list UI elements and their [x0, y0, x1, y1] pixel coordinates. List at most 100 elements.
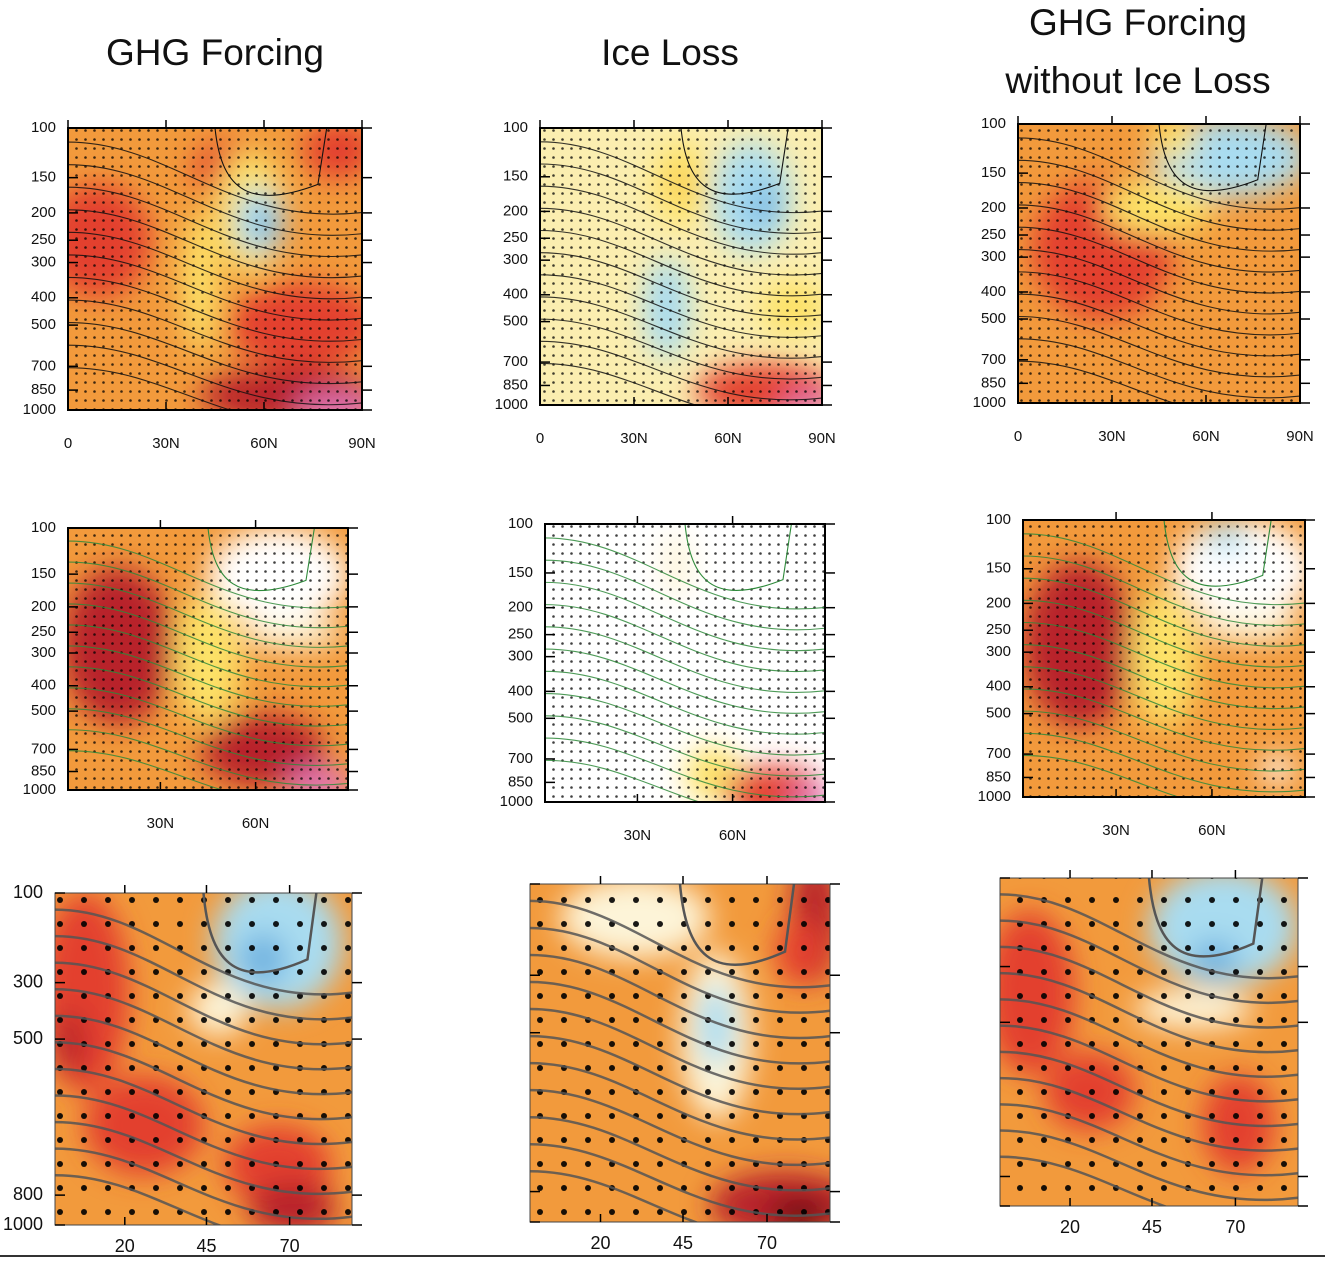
y-tick-label: 400	[31, 289, 56, 306]
panel	[545, 524, 825, 802]
y-tick-label: 150	[508, 564, 533, 581]
contour-line	[68, 186, 362, 257]
contour-line	[530, 1034, 830, 1116]
x-tick-label: 20	[590, 1233, 610, 1253]
contour-line	[680, 128, 789, 195]
y-tick-label: 150	[986, 560, 1011, 577]
column-title: without Ice Loss	[1004, 60, 1270, 101]
contour-line	[55, 934, 352, 1021]
panel	[530, 884, 830, 1222]
contour-line	[1000, 1129, 1298, 1202]
contour-line	[214, 128, 328, 196]
contour-line	[530, 1088, 830, 1167]
y-tick-label: 200	[503, 202, 528, 219]
x-tick-label: 30N	[1102, 822, 1130, 839]
x-tick-label: 0	[64, 435, 72, 452]
x-tick-label: 60N	[1198, 822, 1226, 839]
y-tick-label: 400	[508, 682, 533, 699]
contour-line	[1000, 919, 1298, 1004]
contour-line	[1000, 1050, 1298, 1128]
y-tick-label: 700	[508, 750, 533, 767]
y-tick-label: 150	[503, 168, 528, 185]
contour-line	[545, 581, 825, 652]
stippling	[530, 884, 830, 1222]
contour-line	[540, 252, 822, 318]
y-tick-label: 150	[981, 164, 1006, 181]
panel	[1000, 878, 1298, 1206]
contour-line	[68, 367, 232, 410]
contour-line	[1000, 971, 1298, 1054]
stippling	[55, 893, 352, 1225]
y-tick-label: 300	[31, 644, 56, 661]
y-tick-label: 400	[503, 286, 528, 303]
contour-line	[68, 540, 348, 609]
contour-line	[545, 537, 825, 610]
contour-line	[540, 274, 822, 338]
x-tick-label: 90N	[348, 435, 376, 452]
y-tick-label: 300	[981, 248, 1006, 265]
contour-line	[68, 299, 362, 363]
contour-line	[68, 322, 362, 385]
y-tick-label: 400	[986, 678, 1011, 695]
contour-line	[540, 362, 698, 405]
panel-frame	[544, 523, 826, 803]
y-tick-label: 100	[986, 511, 1011, 528]
contour-line	[530, 1170, 700, 1222]
contour-line	[68, 231, 362, 300]
y-tick-label: 1000	[495, 396, 528, 413]
x-tick-label: 60N	[714, 430, 742, 447]
y-tick-label: 100	[13, 882, 43, 902]
panel	[68, 528, 348, 790]
contour-line	[540, 229, 822, 297]
contour-line	[1018, 271, 1300, 336]
contour-line	[1023, 710, 1305, 772]
y-tick-label: 700	[31, 740, 56, 757]
contour-line	[68, 164, 362, 236]
contour-line	[530, 1115, 830, 1192]
contour-line	[684, 524, 792, 591]
y-tick-label: 850	[31, 381, 56, 398]
contour-line	[68, 344, 362, 406]
contour-line	[540, 207, 822, 276]
y-tick-label: 250	[981, 226, 1006, 243]
contour-line	[530, 980, 830, 1065]
y-tick-label: 500	[503, 313, 528, 330]
stippling	[1023, 520, 1305, 797]
y-tick-label: 100	[981, 115, 1006, 132]
panel	[1018, 124, 1300, 403]
contour-line	[1018, 204, 1300, 273]
contour-line	[1000, 998, 1298, 1078]
contour-line	[1018, 182, 1300, 252]
contour-line	[55, 1147, 352, 1221]
y-tick-label: 300	[986, 643, 1011, 660]
y-tick-label: 250	[31, 623, 56, 640]
y-tick-label: 500	[986, 705, 1011, 722]
contour-line	[545, 559, 825, 631]
contour-line	[530, 899, 830, 989]
contour-line	[55, 1120, 352, 1196]
y-tick-label: 850	[31, 762, 56, 779]
contour-line	[540, 185, 822, 255]
contour-line	[68, 624, 348, 688]
x-tick-label: 0	[536, 430, 544, 447]
contour-line	[530, 1143, 830, 1217]
contour-line	[540, 318, 822, 380]
contour-line	[207, 528, 315, 592]
x-tick-label: 20	[1060, 1217, 1080, 1237]
contour-line	[545, 693, 825, 756]
panel	[68, 128, 362, 410]
y-tick-label: 1000	[23, 781, 56, 798]
y-tick-label: 1000	[978, 788, 1011, 805]
y-tick-label: 1000	[973, 394, 1006, 411]
contour-line	[1000, 1024, 1298, 1103]
contour-line	[1018, 338, 1300, 399]
contour-line	[1023, 555, 1305, 626]
y-tick-label: 800	[13, 1184, 43, 1204]
y-tick-label: 1000	[500, 793, 533, 810]
y-tick-label: 200	[31, 598, 56, 615]
x-tick-label: 30N	[152, 435, 180, 452]
contour-line	[68, 603, 348, 668]
y-tick-label: 200	[31, 204, 56, 221]
x-tick-label: 0	[1014, 428, 1022, 445]
panel-frame	[67, 127, 363, 411]
